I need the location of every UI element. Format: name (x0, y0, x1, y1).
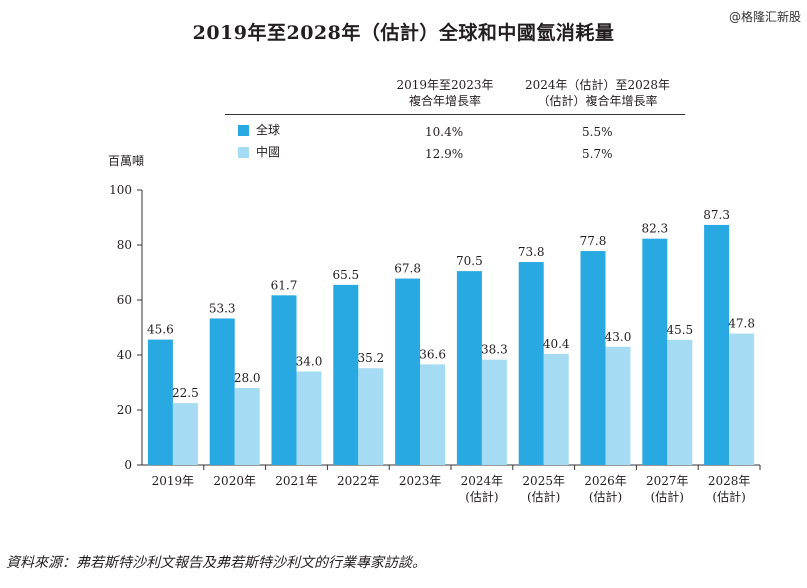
legend-swatch-global (238, 125, 249, 136)
bar-global (704, 224, 730, 465)
data-label-global: 70.5 (456, 254, 483, 268)
y-tick-label: 100 (109, 183, 132, 197)
bar-global (147, 339, 173, 465)
watermark: @格隆汇新股 (728, 10, 801, 24)
cagr-global-2019-2023: 10.4% (425, 125, 464, 139)
bar-china (172, 403, 198, 465)
bar-global (271, 295, 297, 465)
bar-china (358, 368, 384, 465)
chart-title: 2019年至2028年（估計）全球和中國氫消耗量 (192, 22, 615, 44)
cagr-global-2024-2028: 5.5% (582, 125, 613, 139)
data-label-china: 45.5 (666, 323, 693, 337)
cagr-col1-header: 2019年至2023年 複合年增長率 (380, 77, 510, 109)
bar-china (420, 364, 446, 465)
x-tick-label: 2020年 (213, 474, 256, 488)
x-tick-label: (估計) (712, 489, 745, 504)
cagr-table: 2019年至2023年 複合年增長率 2024年（估計）至2028年 （估計）複… (0, 0, 807, 170)
bar-chart: 百萬噸 0 20 40 60 80 100 45.6 22.5 2019年 53.3 28.0 2020… (108, 154, 761, 504)
cagr-col2-header: 2024年（估計）至2028年 （估計）複合年增長率 (510, 77, 685, 109)
cagr-col2-header-line1: 2024年（估計）至2028年 (524, 78, 671, 92)
bar-china (729, 333, 755, 465)
y-tick-label: 20 (117, 403, 132, 417)
x-tick-label: 2026年 (584, 474, 627, 488)
data-label-global: 61.7 (271, 278, 298, 292)
data-label-global: 53.3 (209, 301, 236, 315)
bar-global (580, 251, 606, 465)
bar-global (333, 284, 359, 465)
bar-china (605, 346, 631, 465)
bar-global (518, 262, 544, 465)
bar-global (395, 278, 421, 465)
data-label-global: 65.5 (332, 268, 359, 282)
data-label-china: 47.8 (728, 317, 755, 331)
legend-label-china: 中國 (256, 145, 281, 159)
data-label-china: 22.5 (172, 386, 199, 400)
legend-swatch-china (238, 147, 249, 158)
source-note: 資料來源：弗若斯特沙利文報告及弗若斯特沙利文的行業專家訪談。 (6, 555, 426, 571)
x-tick-label: (估計) (465, 489, 498, 504)
cagr-china-2019-2023: 12.9% (425, 147, 464, 161)
x-tick-label: (估計) (651, 489, 684, 504)
bar-global (642, 238, 668, 465)
bar-china (543, 353, 569, 465)
data-label-china: 28.0 (234, 371, 261, 385)
cagr-col1-header-line2: 複合年增長率 (408, 94, 481, 108)
y-tick-label: 80 (117, 238, 132, 252)
x-tick-label: 2023年 (399, 474, 442, 488)
x-tick-label: 2019年 (152, 474, 195, 488)
cagr-col1-header-line1: 2019年至2023年 (396, 78, 494, 92)
data-label-china: 40.4 (543, 337, 570, 351)
data-label-china: 38.3 (481, 343, 508, 357)
bar-global (209, 318, 235, 465)
data-label-global: 77.8 (580, 234, 607, 248)
bar-global (456, 271, 482, 465)
data-label-global: 82.3 (641, 222, 668, 236)
x-tick-label: 2027年 (646, 474, 689, 488)
data-label-global: 45.6 (147, 323, 174, 337)
data-label-china: 35.2 (357, 351, 384, 365)
bar-china (667, 339, 693, 465)
data-label-china: 36.6 (419, 347, 446, 361)
x-tick-label: (估計) (527, 489, 560, 504)
bar-china (481, 359, 507, 465)
data-label-china: 43.0 (605, 330, 632, 344)
x-tick-label: (估計) (589, 489, 622, 504)
data-label-global: 67.8 (394, 262, 421, 276)
data-label-global: 73.8 (518, 245, 545, 259)
data-label-china: 34.0 (296, 355, 323, 369)
x-tick-label: 2025年 (522, 474, 565, 488)
x-tick-label: 2024年 (461, 474, 504, 488)
y-tick-label: 0 (124, 458, 132, 472)
x-tick-label: 2022年 (337, 474, 380, 488)
y-tick-label: 40 (117, 348, 132, 362)
bar-china (234, 388, 260, 465)
data-label-global: 87.3 (703, 208, 730, 222)
cagr-china-2024-2028: 5.7% (582, 147, 613, 161)
bar-china (296, 371, 322, 465)
legend-label-global: 全球 (256, 123, 281, 137)
cagr-col2-header-line2: （估計）複合年增長率 (537, 94, 658, 108)
x-tick-label: 2021年 (275, 474, 318, 488)
y-tick-label: 60 (117, 293, 132, 307)
y-axis-label: 百萬噸 (108, 154, 144, 168)
cagr-table-rule (225, 114, 685, 115)
x-tick-label: 2028年 (708, 474, 751, 488)
